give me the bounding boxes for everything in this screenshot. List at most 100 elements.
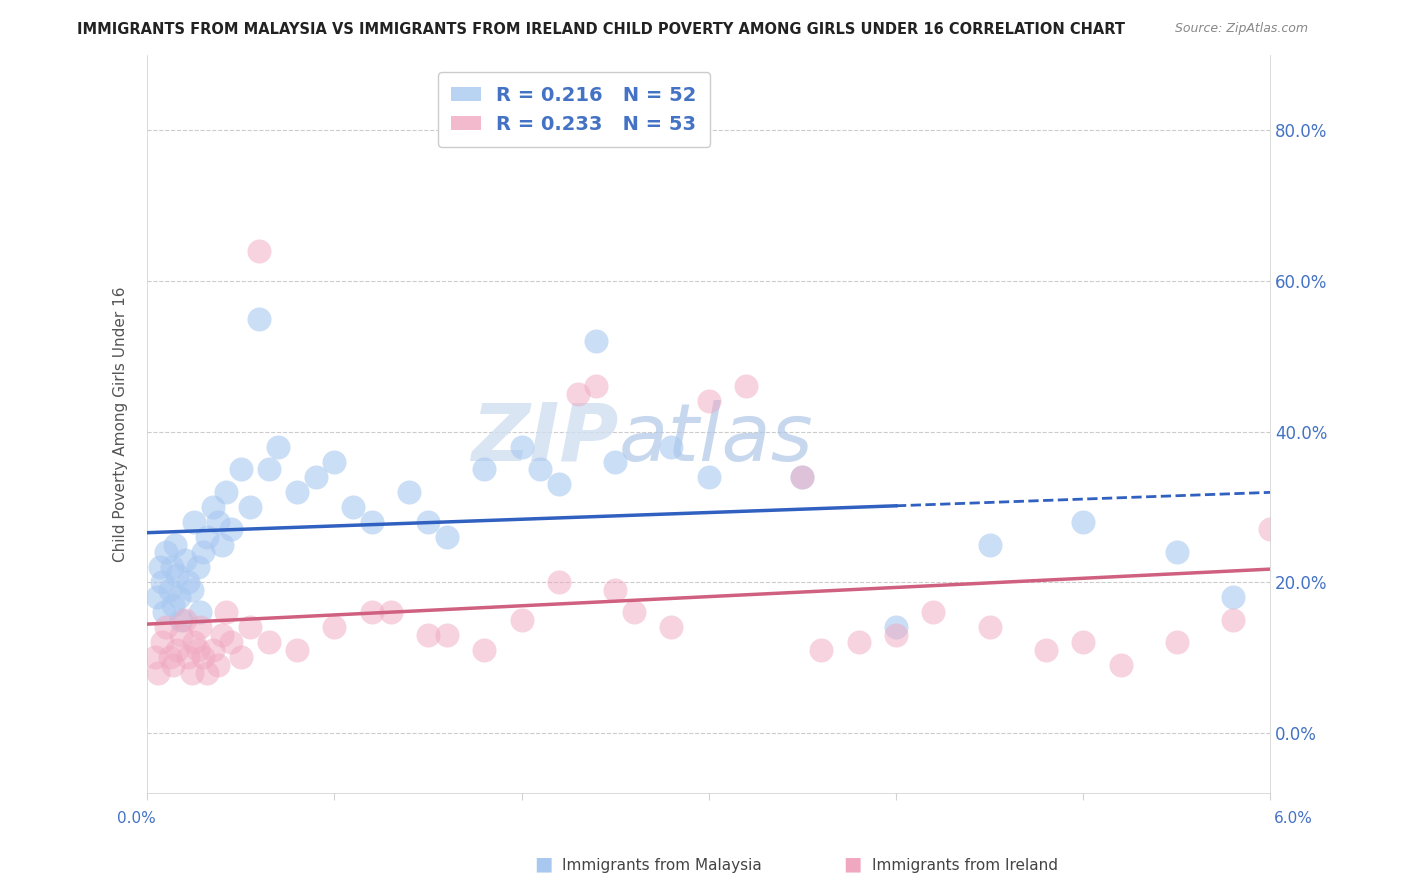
Point xyxy=(922,605,945,619)
Point xyxy=(257,635,280,649)
Point xyxy=(342,500,364,514)
Legend: R = 0.216   N = 52, R = 0.233   N = 53: R = 0.216 N = 52, R = 0.233 N = 53 xyxy=(437,72,710,147)
Point xyxy=(159,650,181,665)
Point xyxy=(416,628,439,642)
Point xyxy=(170,628,193,642)
Point xyxy=(150,575,173,590)
Point xyxy=(623,605,645,619)
Point xyxy=(195,665,218,680)
Point xyxy=(211,628,233,642)
Point xyxy=(884,620,907,634)
Point xyxy=(979,620,1001,634)
Point xyxy=(249,311,271,326)
Point xyxy=(193,650,215,665)
Text: ■: ■ xyxy=(534,855,553,873)
Point xyxy=(585,379,607,393)
Point xyxy=(510,613,533,627)
Point xyxy=(585,334,607,349)
Point xyxy=(1035,643,1057,657)
Point xyxy=(1222,591,1244,605)
Point xyxy=(436,628,458,642)
Point xyxy=(1109,658,1132,673)
Point xyxy=(155,620,177,634)
Point xyxy=(1071,635,1094,649)
Point xyxy=(159,582,181,597)
Point xyxy=(249,244,271,258)
Point xyxy=(1166,635,1188,649)
Point xyxy=(193,545,215,559)
Point xyxy=(162,658,184,673)
Point xyxy=(155,545,177,559)
Point xyxy=(605,455,627,469)
Text: Immigrants from Ireland: Immigrants from Ireland xyxy=(872,858,1057,872)
Point xyxy=(153,605,176,619)
Point xyxy=(187,560,209,574)
Point xyxy=(166,567,188,582)
Point xyxy=(177,575,200,590)
Point xyxy=(285,484,308,499)
Text: IMMIGRANTS FROM MALAYSIA VS IMMIGRANTS FROM IRELAND CHILD POVERTY AMONG GIRLS UN: IMMIGRANTS FROM MALAYSIA VS IMMIGRANTS F… xyxy=(77,22,1125,37)
Point xyxy=(187,643,209,657)
Point xyxy=(239,620,262,634)
Point xyxy=(215,484,238,499)
Point xyxy=(792,470,814,484)
Point xyxy=(207,658,229,673)
Point xyxy=(207,515,229,529)
Point xyxy=(221,635,243,649)
Point xyxy=(792,470,814,484)
Point xyxy=(173,613,195,627)
Point xyxy=(201,500,224,514)
Point xyxy=(257,462,280,476)
Point xyxy=(177,650,200,665)
Point xyxy=(472,643,495,657)
Point xyxy=(735,379,758,393)
Point xyxy=(416,515,439,529)
Point xyxy=(529,462,551,476)
Point xyxy=(188,605,211,619)
Point xyxy=(162,598,184,612)
Point xyxy=(510,440,533,454)
Point xyxy=(215,605,238,619)
Point xyxy=(697,470,720,484)
Point xyxy=(398,484,420,499)
Y-axis label: Child Poverty Among Girls Under 16: Child Poverty Among Girls Under 16 xyxy=(114,286,128,562)
Point xyxy=(884,628,907,642)
Point xyxy=(1071,515,1094,529)
Point xyxy=(360,515,382,529)
Text: 6.0%: 6.0% xyxy=(1274,811,1312,825)
Point xyxy=(143,650,166,665)
Point xyxy=(323,620,346,634)
Point xyxy=(436,530,458,544)
Text: Immigrants from Malaysia: Immigrants from Malaysia xyxy=(562,858,762,872)
Point xyxy=(305,470,328,484)
Point xyxy=(810,643,832,657)
Point xyxy=(323,455,346,469)
Text: Source: ZipAtlas.com: Source: ZipAtlas.com xyxy=(1174,22,1308,36)
Point xyxy=(1260,523,1282,537)
Text: ■: ■ xyxy=(844,855,862,873)
Point xyxy=(1222,613,1244,627)
Point xyxy=(150,635,173,649)
Point xyxy=(848,635,870,649)
Point xyxy=(360,605,382,619)
Point xyxy=(229,650,252,665)
Point xyxy=(170,613,193,627)
Point xyxy=(1166,545,1188,559)
Point xyxy=(181,582,204,597)
Point xyxy=(285,643,308,657)
Text: 0.0%: 0.0% xyxy=(117,811,155,825)
Point xyxy=(167,591,190,605)
Point xyxy=(697,394,720,409)
Point xyxy=(659,620,682,634)
Point xyxy=(567,387,589,401)
Point xyxy=(149,560,172,574)
Point xyxy=(211,537,233,551)
Point xyxy=(472,462,495,476)
Point xyxy=(148,665,170,680)
Point xyxy=(201,643,224,657)
Point xyxy=(221,523,243,537)
Point xyxy=(181,665,204,680)
Point xyxy=(267,440,290,454)
Point xyxy=(188,620,211,634)
Point xyxy=(659,440,682,454)
